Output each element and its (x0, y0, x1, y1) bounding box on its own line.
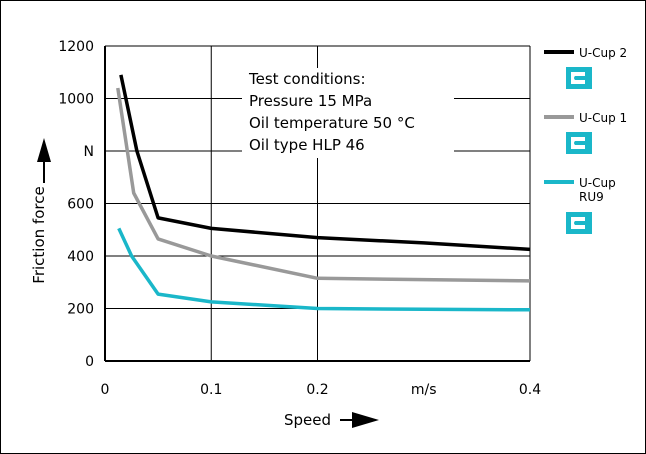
y-tick-label: N (84, 144, 94, 160)
legend-label: U-Cup 1 (579, 111, 627, 125)
y-axis-label: Friction force (30, 186, 48, 283)
x-axis-label: Speed (284, 411, 331, 429)
axes (104, 46, 530, 362)
annotation-background (242, 68, 454, 158)
seal-profile-icon (566, 132, 592, 154)
x-tick-label: 0.4 (519, 382, 541, 398)
series-line (116, 87, 531, 283)
axis-labels: Friction force Speed (30, 138, 379, 429)
x-arrow-head (352, 412, 379, 428)
x-tick-label: 0.2 (306, 382, 328, 398)
series-lines (116, 74, 531, 312)
seal-profile-icon (566, 67, 592, 89)
x-tick-label: 0 (101, 382, 110, 398)
tick-labels: 0 200 400 600 N 1000 1200 0 0.1 0.2 0.4 m/s (58, 39, 541, 398)
y-tick-label: 400 (67, 249, 94, 265)
y-tick-label: 600 (67, 197, 94, 213)
annotation-line: Pressure 15 MPa (249, 92, 372, 110)
annotation-line: Oil temperature 50 °C (249, 114, 415, 132)
annotation-line: Oil type HLP 46 (249, 136, 365, 154)
test-conditions-annotation: Test conditions: Pressure 15 MPa Oil tempe… (242, 68, 454, 158)
y-tick-label: 1200 (58, 39, 94, 55)
y-arrow-head (37, 138, 51, 162)
y-tick-label: 200 (67, 302, 94, 318)
seal-profile-icon (566, 212, 592, 234)
series-line (119, 74, 531, 252)
y-tick-label: 0 (85, 354, 94, 370)
legend-label: U-Cup (579, 176, 616, 190)
annotation-line: Test conditions: (248, 70, 366, 88)
seal-profile-shape (571, 72, 585, 84)
x-tick-label: 0.1 (200, 382, 222, 398)
series-line (117, 227, 531, 312)
seal-profile-shape (571, 217, 585, 229)
legend-label: RU9 (579, 190, 604, 204)
y-tick-label: 1000 (58, 92, 94, 108)
x-unit-label: m/s (411, 382, 437, 398)
seal-profile-shape (571, 137, 585, 149)
legend-label: U-Cup 2 (579, 46, 627, 60)
